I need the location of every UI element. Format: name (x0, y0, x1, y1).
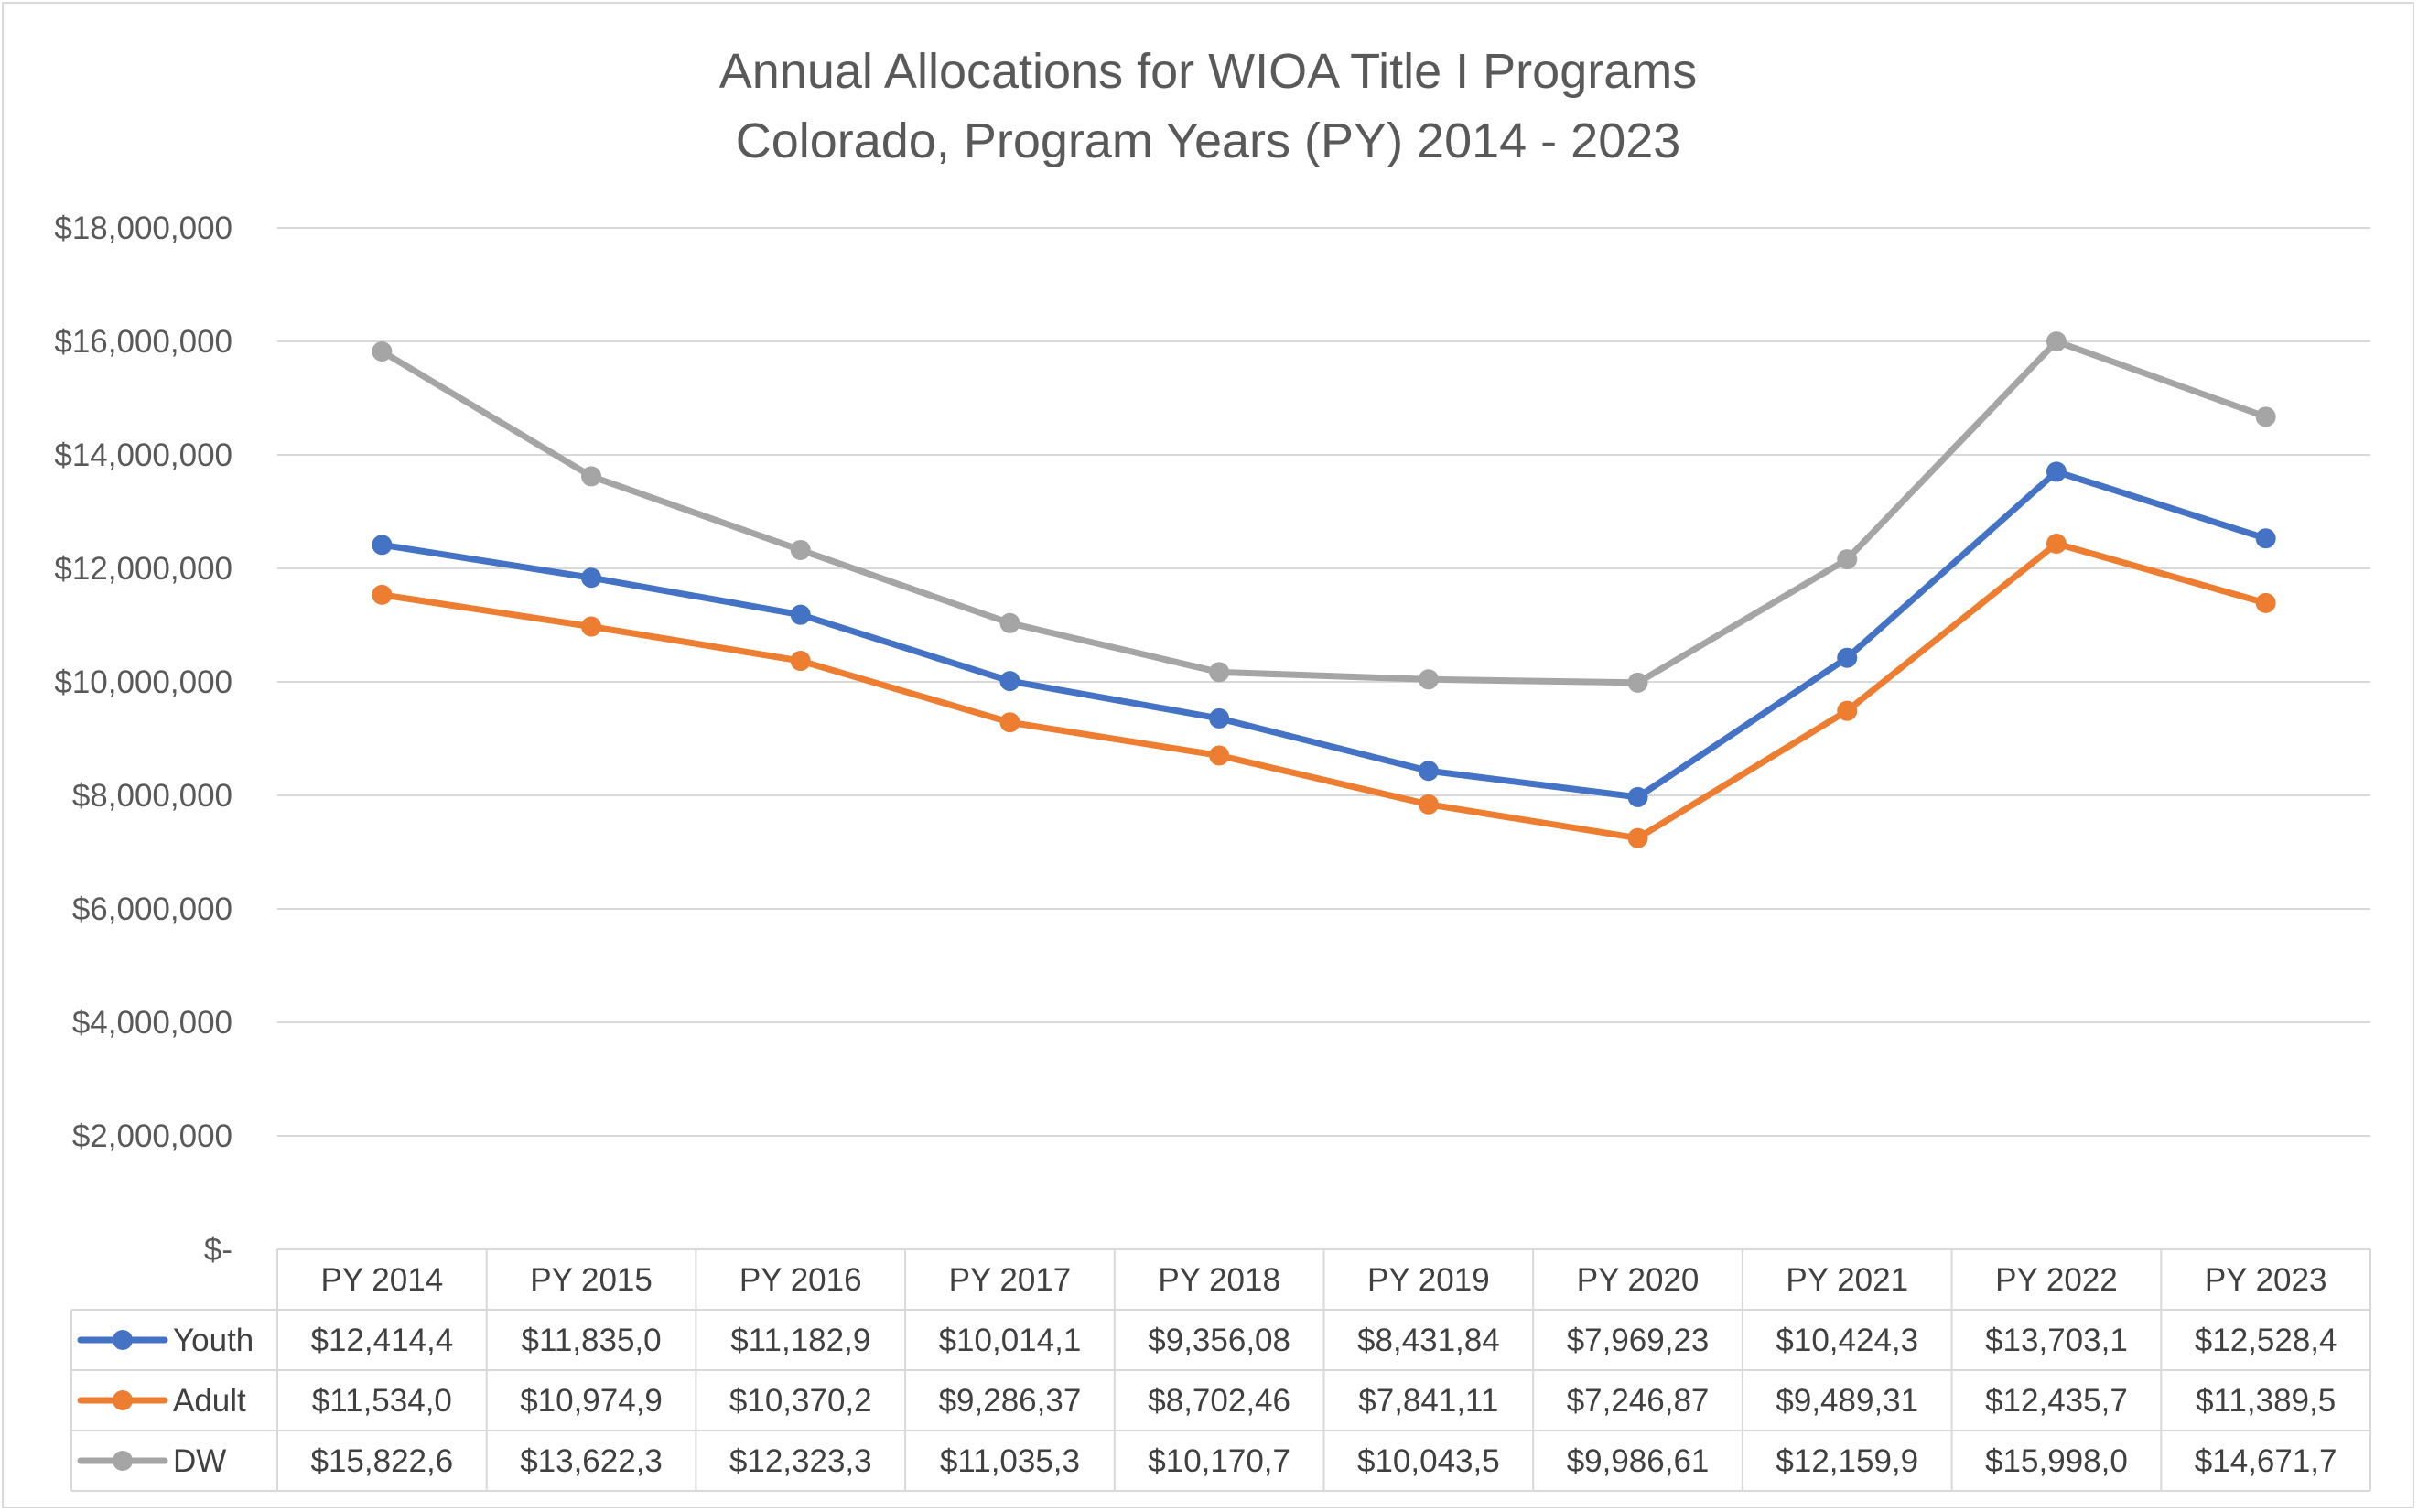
legend-key-marker (113, 1451, 133, 1471)
data-point-youth (372, 535, 393, 556)
data-table-cell: $10,974,9 (520, 1383, 663, 1419)
data-table: PY 2014 PY 2015 PY 2016 PY 2017 PY 2018 PY 20… (70, 1248, 2371, 1492)
data-point-adult (1209, 745, 1230, 766)
data-point-adult (1418, 794, 1439, 815)
data-point-dw (1209, 662, 1230, 683)
data-table-cell: $13,703,1 (1985, 1323, 2128, 1358)
x-category-label: PY 2017 (949, 1262, 1072, 1298)
data-table-cell: $11,182,9 (730, 1323, 870, 1358)
data-table-cell: $10,370,2 (729, 1383, 872, 1419)
data-point-dw (372, 340, 393, 362)
data-table-cell: $12,528,4 (2195, 1323, 2337, 1358)
data-point-youth (581, 567, 602, 589)
y-tick-label: $18,000,000 (54, 211, 232, 246)
data-point-adult (790, 651, 811, 672)
data-table-cell: $10,014,1 (939, 1323, 1082, 1358)
y-tick-label: $12,000,000 (54, 551, 232, 587)
x-category-label: PY 2022 (1995, 1262, 2118, 1298)
data-point-dw (581, 466, 602, 487)
data-point-youth (1837, 647, 1858, 668)
chart-subtitle: Colorado, Program Years (PY) 2014 - 2023 (736, 113, 1681, 168)
data-point-youth (2255, 528, 2276, 549)
data-table-cell: $9,489,31 (1776, 1383, 1918, 1419)
data-table-cell: $8,431,84 (1357, 1323, 1500, 1358)
data-point-adult (581, 616, 602, 637)
legend-entry-adult: Adult (173, 1383, 246, 1419)
data-table-cell: $15,998,0 (1985, 1443, 2128, 1479)
data-table-cell: $11,835,0 (521, 1323, 661, 1358)
x-category-label: PY 2019 (1367, 1262, 1490, 1298)
x-category-label: PY 2020 (1577, 1262, 1700, 1298)
data-point-youth (790, 604, 811, 625)
data-table-cell: $11,035,3 (940, 1443, 1080, 1479)
data-table-cell: $10,043,5 (1357, 1443, 1500, 1479)
series-line-youth (378, 468, 2270, 801)
series-lines (372, 331, 2276, 848)
data-point-youth (2046, 461, 2067, 482)
x-category-label: PY 2021 (1786, 1262, 1908, 1298)
data-point-youth (999, 671, 1020, 692)
data-table-cell: $9,986,61 (1567, 1443, 1710, 1479)
y-tick-label: $4,000,000 (72, 1005, 232, 1041)
data-point-adult (2046, 533, 2067, 554)
series-line-adult (378, 540, 2270, 842)
data-point-dw (2046, 331, 2067, 352)
series-line-dw (378, 338, 2270, 686)
legend-entry-dw: DW (173, 1443, 226, 1479)
data-point-adult (1627, 827, 1648, 848)
chart-title: Annual Allocations for WIOA Title I Prog… (719, 44, 1697, 99)
data-table-cell: $10,170,7 (1148, 1443, 1290, 1479)
y-tick-label: $14,000,000 (54, 437, 232, 473)
legend-key-marker (113, 1330, 133, 1350)
data-table-cell: $15,822,6 (310, 1443, 453, 1479)
data-table-cell: $7,969,23 (1567, 1323, 1710, 1358)
x-category-label: PY 2014 (321, 1262, 444, 1298)
data-point-adult (1837, 700, 1858, 721)
data-point-dw (999, 612, 1020, 633)
data-table-cell: $12,159,9 (1776, 1443, 1918, 1479)
y-tick-label: $- (204, 1232, 232, 1268)
data-point-youth (1209, 707, 1230, 729)
data-table-cell: $13,622,3 (520, 1443, 663, 1479)
x-category-label: PY 2018 (1158, 1262, 1280, 1298)
data-table-cell: $7,841,11 (1358, 1383, 1498, 1419)
data-table-cell: $12,414,4 (310, 1323, 453, 1358)
y-tick-label: $10,000,000 (54, 664, 232, 700)
data-table-cell: $12,435,7 (1985, 1383, 2128, 1419)
data-table-cell: $11,534,0 (312, 1383, 452, 1419)
data-point-adult (372, 584, 393, 605)
y-axis-tick-labels: $18,000,000 $16,000,000 $14,000,000 $12,000… (54, 211, 232, 1268)
legend-key-marker (113, 1390, 133, 1410)
x-category-label: PY 2015 (530, 1262, 653, 1298)
data-table-cell: $7,246,87 (1567, 1383, 1710, 1419)
data-point-youth (1627, 786, 1648, 807)
data-table-cell: $9,356,08 (1148, 1323, 1290, 1358)
data-point-adult (999, 712, 1020, 733)
data-point-dw (2255, 406, 2276, 427)
y-tick-label: $16,000,000 (54, 324, 232, 360)
data-table-cell: $12,323,3 (729, 1443, 872, 1479)
data-point-dw (1837, 549, 1858, 570)
data-point-dw (1418, 669, 1439, 690)
data-table-cell: $8,702,46 (1148, 1383, 1290, 1419)
data-table-cell: $9,286,37 (939, 1383, 1082, 1419)
y-tick-label: $6,000,000 (72, 891, 232, 927)
y-tick-label: $2,000,000 (72, 1118, 232, 1154)
data-point-adult (2255, 592, 2276, 613)
data-point-dw (790, 539, 811, 560)
x-category-label: PY 2023 (2205, 1262, 2327, 1298)
y-tick-label: $8,000,000 (72, 778, 232, 814)
data-table-cell: $10,424,3 (1776, 1323, 1918, 1358)
data-table-cell: $11,389,5 (2196, 1383, 2336, 1419)
x-category-label: PY 2016 (739, 1262, 862, 1298)
legend-entry-youth: Youth (173, 1323, 254, 1358)
data-point-youth (1418, 761, 1439, 782)
data-point-dw (1627, 672, 1648, 693)
data-table-cell: $14,671,7 (2195, 1443, 2337, 1479)
gridlines (277, 227, 2370, 1137)
